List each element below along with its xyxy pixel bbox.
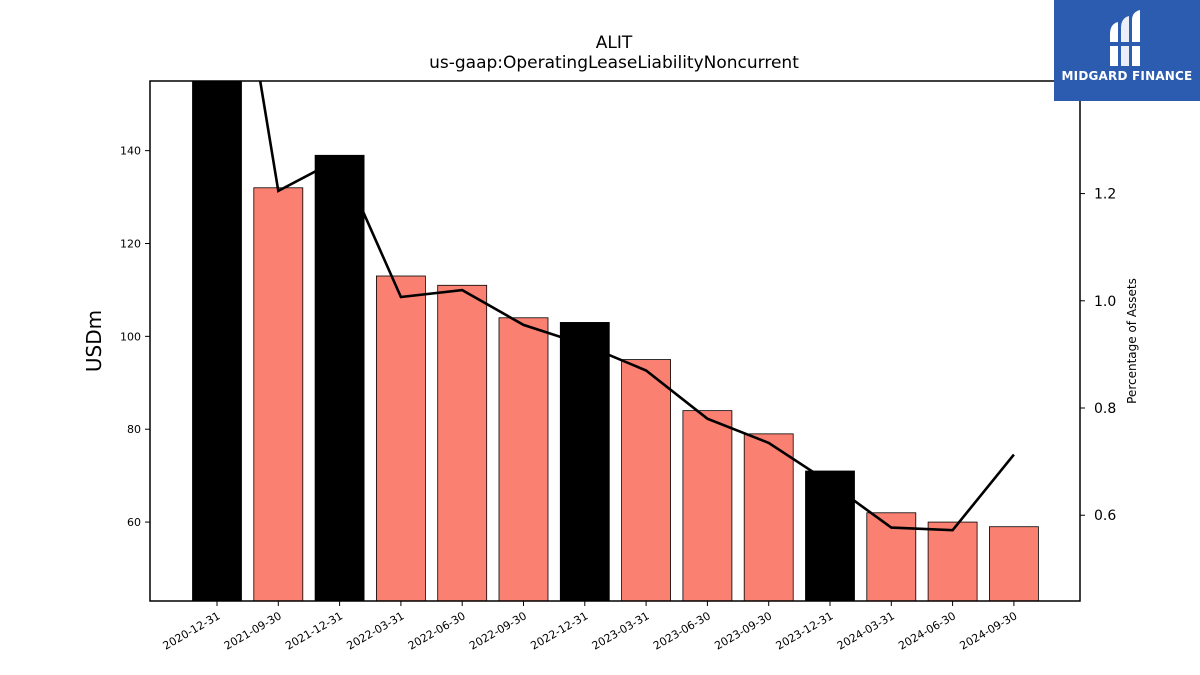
y-tick-label: 100 <box>120 330 141 343</box>
y2-tick-label: 1.0 <box>1094 294 1116 310</box>
logo-mark-icon <box>1108 10 1142 66</box>
bar-2023-06-30 <box>682 410 733 602</box>
bar-2023-09-30 <box>743 433 794 602</box>
bar-2022-09-30 <box>498 317 549 602</box>
right-axis-ticks: 0.6 0.8 1.0 1.2 <box>1080 187 1116 524</box>
y-tick-label: 140 <box>120 145 141 158</box>
x-axis-ticks: 2020-12-31 2021-09-30 2021-12-31 2022-03-31… <box>161 601 1020 653</box>
y2-axis-label: Percentage of Assets <box>1125 278 1139 404</box>
bar-2020-12-31 <box>192 80 242 602</box>
x-tick-label: 2024-03-31 <box>835 609 897 652</box>
y-tick-label: 80 <box>127 423 141 436</box>
bar-2022-06-30 <box>437 284 488 602</box>
bar-2023-12-31 <box>805 470 855 602</box>
bar-2021-09-30 <box>253 187 304 602</box>
y-axis-label: USDm <box>82 310 106 372</box>
x-tick-label: 2022-06-30 <box>406 609 468 652</box>
bars-group <box>192 80 1039 602</box>
bar-2022-12-31 <box>559 322 610 602</box>
x-tick-label: 2024-06-30 <box>896 609 958 652</box>
x-tick-label: 2021-12-31 <box>283 609 345 652</box>
x-tick-label: 2022-12-31 <box>528 609 590 652</box>
chart-subtitle: us-gaap:OperatingLeaseLiabilityNoncurren… <box>429 53 799 73</box>
y-tick-label: 60 <box>127 516 141 529</box>
x-tick-label: 2023-12-31 <box>774 609 836 652</box>
x-tick-label: 2023-06-30 <box>651 609 713 652</box>
bar-2021-12-31 <box>314 154 365 602</box>
left-axis-ticks: 60 80 100 120 140 <box>120 145 150 529</box>
bar-2024-09-30 <box>989 526 1039 602</box>
x-tick-label: 2021-09-30 <box>222 609 284 652</box>
y-tick-label: 120 <box>120 238 141 251</box>
x-tick-label: 2020-12-31 <box>161 609 223 652</box>
x-tick-label: 2024-09-30 <box>958 609 1020 652</box>
brand-name: MIDGARD FINANCE <box>1061 69 1193 83</box>
bar-2024-06-30 <box>927 521 978 602</box>
y2-tick-label: 1.2 <box>1094 187 1116 203</box>
y2-tick-label: 0.8 <box>1094 401 1116 417</box>
percentage-line <box>258 80 1015 532</box>
x-tick-label: 2022-03-31 <box>345 609 407 652</box>
x-tick-label: 2023-03-31 <box>590 609 652 652</box>
y2-tick-label: 0.6 <box>1094 508 1116 524</box>
bar-2022-03-31 <box>375 275 426 602</box>
x-tick-label: 2022-09-30 <box>467 609 529 652</box>
plot-frame <box>149 80 1081 602</box>
chart-title: ALIT <box>596 33 633 53</box>
bar-2023-03-31 <box>621 359 671 602</box>
brand-logo: MIDGARD FINANCE <box>1054 0 1200 101</box>
x-tick-label: 2023-09-30 <box>712 609 774 652</box>
line-group <box>258 80 1015 532</box>
